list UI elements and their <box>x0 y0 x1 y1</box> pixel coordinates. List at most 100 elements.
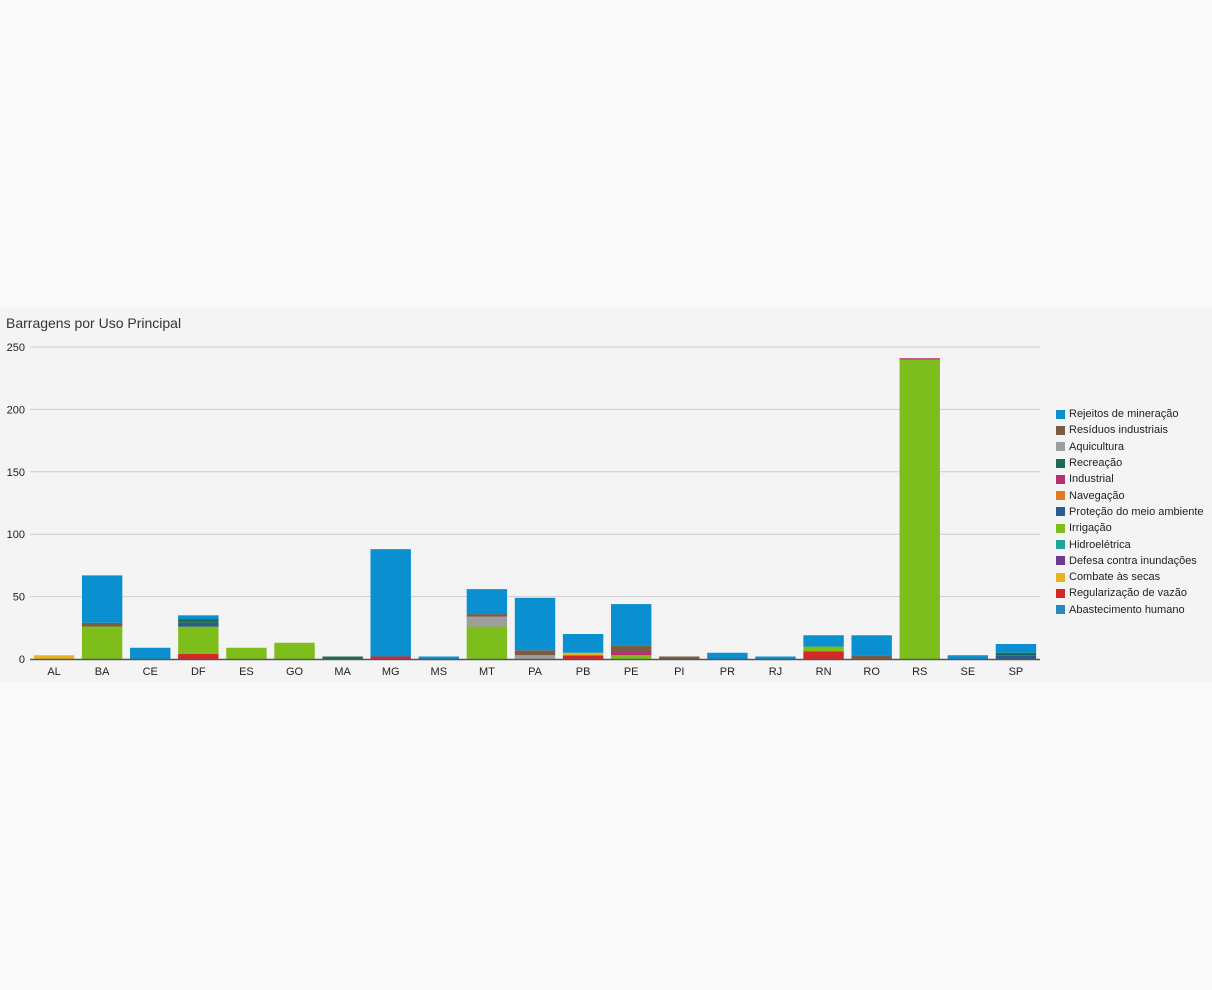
bar-segment <box>610 651 652 656</box>
bar-segment <box>851 635 892 656</box>
bar-segment <box>178 619 219 623</box>
y-tick-label: 0 <box>19 654 25 666</box>
bar-segment <box>514 655 556 659</box>
legend-swatch <box>1056 409 1065 419</box>
legend-swatch <box>1056 474 1065 484</box>
bar-segment <box>178 622 219 627</box>
bar-segment <box>803 635 844 647</box>
x-tick-label: MG <box>382 666 400 678</box>
legend-label: Regularização de vazão <box>1069 587 1188 600</box>
y-tick-label: 100 <box>7 529 25 541</box>
x-tick-label: MS <box>431 666 448 678</box>
bar-segment <box>178 626 219 655</box>
chart-panel: Barragens por Uso Principal 0 50 100 150 200… <box>0 308 1212 681</box>
bar-segment <box>707 652 748 659</box>
bar-segment <box>81 575 123 623</box>
legend-swatch <box>1056 572 1065 582</box>
x-tick-label: RN <box>816 666 832 678</box>
bar-segment <box>178 615 219 620</box>
y-tick-label: 150 <box>7 467 25 479</box>
x-tick-label: PB <box>576 666 591 678</box>
x-tick-label: RJ <box>769 666 782 678</box>
bar-segment <box>370 656 411 659</box>
legend-item: Hidroelétrica <box>1056 536 1204 552</box>
legend-swatch <box>1056 425 1065 435</box>
legend-swatch <box>1056 556 1065 566</box>
legend-label: Rejeitos de mineração <box>1069 408 1179 421</box>
x-tick-label: MT <box>479 666 495 678</box>
x-tick-label: PE <box>624 666 639 678</box>
bar-segment <box>322 656 363 659</box>
bar-segment <box>466 616 508 627</box>
bar-segment <box>851 655 892 659</box>
bar-segment <box>562 652 604 656</box>
legend-item: Recreação <box>1056 455 1204 471</box>
bar-segment <box>370 549 411 657</box>
legend-item: Regularização de vazão <box>1056 585 1204 601</box>
legend-label: Proteção do meio ambiente <box>1069 505 1204 518</box>
x-tick-label: PI <box>674 666 684 678</box>
legend-label: Aquicultura <box>1069 440 1125 453</box>
x-tick-label: SP <box>1009 666 1024 678</box>
bar-segment <box>81 622 123 627</box>
bar-segment <box>33 655 75 659</box>
legend-item: Aquicultura <box>1056 439 1204 455</box>
x-tick-label: MA <box>334 666 351 678</box>
legend: Rejeitos de mineração Resíduos industriai… <box>1056 406 1204 618</box>
legend-swatch <box>1056 458 1065 468</box>
bar-segment <box>466 614 508 617</box>
x-tick-label: AL <box>47 666 60 678</box>
bar-segment <box>947 655 989 659</box>
bar-segment <box>562 634 604 653</box>
legend-label: Combate às secas <box>1069 571 1161 584</box>
legend-label: Hidroelétrica <box>1069 538 1131 551</box>
x-tick-label: BA <box>95 666 110 678</box>
bar-segment <box>803 651 844 659</box>
legend-item: Rejeitos de mineração <box>1056 406 1204 422</box>
legend-label: Irrigação <box>1069 522 1112 535</box>
legend-swatch <box>1056 605 1065 615</box>
x-tick-label: PR <box>720 666 735 678</box>
bar-segment <box>562 655 604 659</box>
bar-segment <box>274 642 315 659</box>
y-tick-label: 50 <box>13 592 25 604</box>
legend-swatch <box>1056 588 1065 598</box>
legend-swatch <box>1056 540 1065 550</box>
legend-label: Defesa contra inundações <box>1069 554 1197 567</box>
chart-title: Barragens por Uso Principal <box>6 315 182 331</box>
x-tick-label: SE <box>961 666 976 678</box>
bar-segment <box>514 650 556 656</box>
x-tick-label: RO <box>863 666 880 678</box>
legend-swatch <box>1056 507 1065 517</box>
bar-segment <box>995 655 1037 659</box>
legend-swatch <box>1056 491 1065 501</box>
bar-segment <box>466 589 508 615</box>
bar-segment <box>226 647 267 659</box>
legend-item: Industrial <box>1056 471 1204 487</box>
legend-item: Navegação <box>1056 487 1204 503</box>
bar-segment <box>659 656 700 659</box>
bar-segment <box>178 654 219 659</box>
legend-swatch <box>1056 523 1065 533</box>
bar-segment <box>755 656 796 659</box>
legend-label: Resíduos industriais <box>1069 424 1169 437</box>
bar-segment <box>899 358 940 360</box>
bar-segment <box>81 626 123 659</box>
legend-swatch <box>1056 442 1065 452</box>
bar-segment <box>995 644 1037 653</box>
legend-label: Industrial <box>1069 473 1114 486</box>
legend-item: Resíduos industriais <box>1056 422 1204 438</box>
x-tick-label: GO <box>286 666 304 678</box>
legend-item: Abastecimento humano <box>1056 602 1204 618</box>
x-tick-label: CE <box>143 666 158 678</box>
bar-segment <box>995 652 1037 656</box>
y-tick-label: 200 <box>7 404 25 416</box>
legend-label: Navegação <box>1069 489 1125 502</box>
x-tick-label: DF <box>191 666 206 678</box>
bar-segment <box>130 647 171 659</box>
legend-item: Combate às secas <box>1056 569 1204 585</box>
bar-segment <box>610 655 652 659</box>
bar-segment <box>610 604 652 646</box>
bar-segment <box>803 646 844 652</box>
bar-segment <box>899 359 940 659</box>
